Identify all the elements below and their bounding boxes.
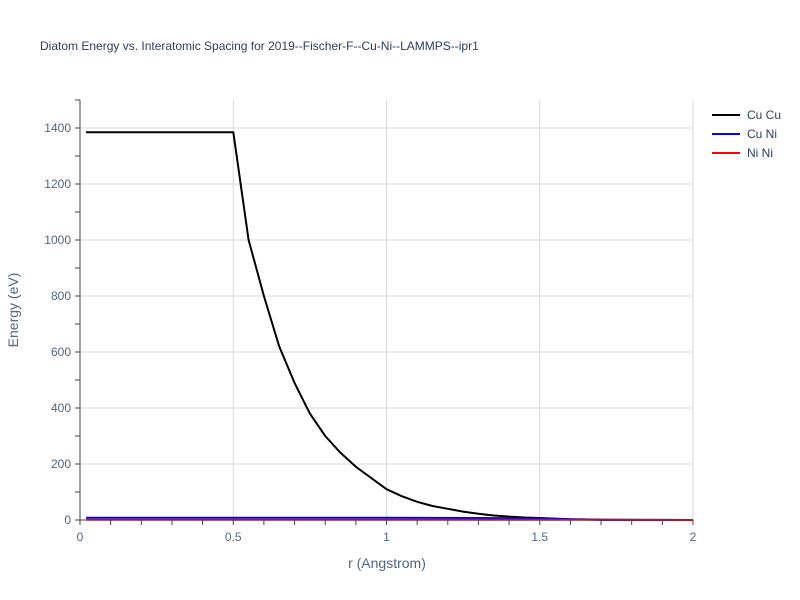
x-axis-title: r (Angstrom) bbox=[348, 555, 426, 571]
grid-layer bbox=[80, 100, 694, 520]
y-axis-title: Energy (eV) bbox=[5, 273, 21, 348]
chart-title: Diatom Energy vs. Interatomic Spacing fo… bbox=[40, 39, 479, 53]
y-tick-label: 0 bbox=[64, 513, 71, 527]
axis-layer: 0 0.5 1 1.5 2 0 200 400 600 800 1000 1200 1400 bbox=[44, 99, 697, 544]
x-tick-label: 0 bbox=[77, 530, 84, 544]
legend: Cu Cu Cu Ni Ni Ni bbox=[712, 108, 781, 160]
x-tick-label: 0.5 bbox=[225, 530, 242, 544]
legend-label-cu-cu: Cu Cu bbox=[747, 108, 781, 122]
x-tick-label: 1.5 bbox=[531, 530, 548, 544]
x-tick-label: 2 bbox=[690, 530, 697, 544]
legend-label-cu-ni: Cu Ni bbox=[747, 127, 777, 141]
y-tick-label: 600 bbox=[51, 345, 71, 359]
x-tick-label: 1 bbox=[383, 530, 390, 544]
y-tick-label: 1200 bbox=[44, 177, 71, 191]
legend-label-ni-ni: Ni Ni bbox=[747, 146, 773, 160]
y-tick-label: 800 bbox=[51, 289, 71, 303]
y-tick-label: 400 bbox=[51, 401, 71, 415]
y-tick-label: 1000 bbox=[44, 233, 71, 247]
y-tick-label: 1400 bbox=[44, 121, 71, 135]
y-tick-label: 200 bbox=[51, 457, 71, 471]
